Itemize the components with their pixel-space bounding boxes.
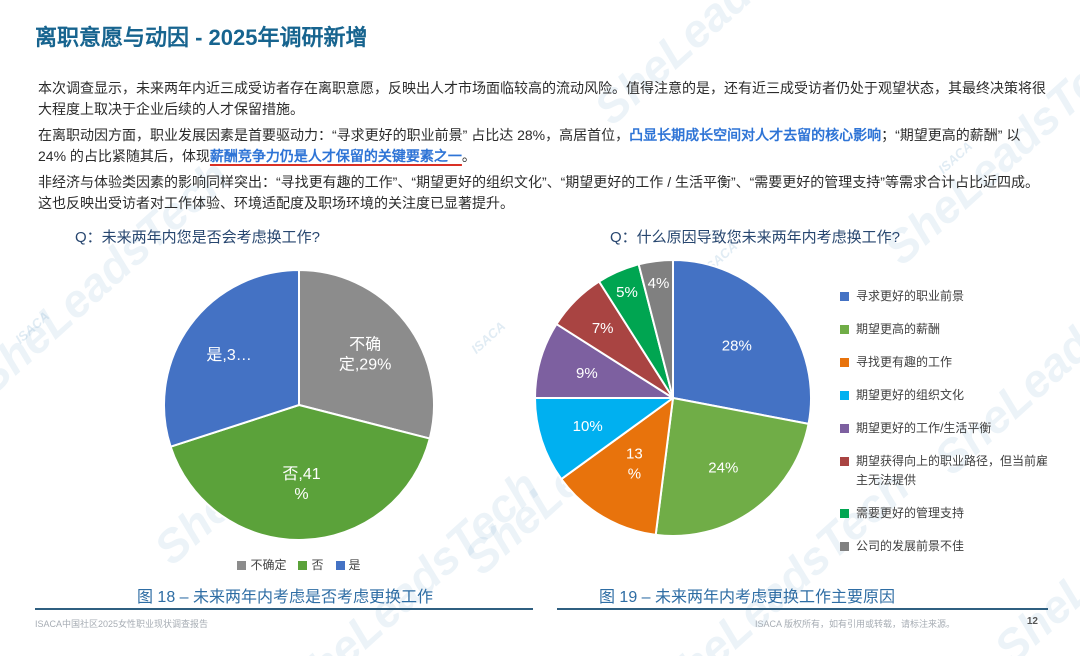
intro-paragraph-3: 非经济与体验类因素的影响同样突出：“寻找更有趣的工作”、“期望更好的组织文化”、… <box>38 172 1046 214</box>
legend-swatch-icon <box>840 457 849 466</box>
legend-swatch-icon <box>840 424 849 433</box>
legend-label: 公司的发展前景不佳 <box>856 539 965 553</box>
legend-label: 是 <box>348 558 361 572</box>
caption-rule-left <box>35 608 533 610</box>
legend-right: 寻求更好的职业前景 期望更高的薪酬 寻找更有趣的工作 期望更好的组织文化期望更好的工作… <box>840 287 1052 570</box>
legend-item: 期望更好的组织文化 <box>840 386 1052 405</box>
pie-data-label: 10% <box>573 418 603 435</box>
intro-text: 本次调查显示，未来两年内近三成受访者存在离职意愿，反映出人才市场面临较高的流动风… <box>38 78 1046 219</box>
pie-slice-期望更好的组织文化 <box>534 397 674 481</box>
intro-paragraph-1-text: 本次调查显示，未来两年内近三成受访者存在离职意愿，反映出人才市场面临较高的流动风… <box>38 80 1046 117</box>
pie-data-label: 不确定,29% <box>339 335 391 373</box>
highlight-salary-competitiveness: 薪酬竞争力仍是人才保留的关键要素之一 <box>209 148 462 164</box>
legend-label: 寻找更有趣的工作 <box>856 355 953 369</box>
page-title: 离职意愿与动因 - 2025年调研新增 <box>35 25 368 50</box>
legend-swatch-icon <box>298 561 308 570</box>
legend-label: 需要更好的管理支持 <box>856 506 965 520</box>
legend-item: 是 <box>335 556 361 573</box>
pie-data-label: 24% <box>708 460 738 477</box>
legend-label: 不确定 <box>250 558 287 572</box>
footer-report-name: ISACA中国社区2025女性职业现状调查报告 <box>35 619 209 629</box>
legend-item: 期望更高的薪酬 <box>840 320 1052 339</box>
highlight-career-growth: 凸显长期成长空间对人才去留的核心影响 <box>629 127 882 143</box>
legend-item: 期望更好的工作/生活平衡 <box>840 419 1052 438</box>
page-number: 12 <box>1026 616 1038 627</box>
legend-label: 期望更高的薪酬 <box>856 322 941 336</box>
pie-data-label: 5% <box>616 284 638 301</box>
pie-data-label: 7% <box>592 320 614 337</box>
intro-paragraph-3-text: 非经济与体验类因素的影响同样突出：“寻找更有趣的工作”、“期望更好的组织文化”、… <box>38 174 1039 211</box>
legend-item: 寻求更好的职业前景 <box>840 287 1052 306</box>
watermark-isaca-text: ISACA <box>12 308 53 347</box>
pie-chart-right: 28% 24% 13 % 10% 9% 7% 5% 4% <box>534 259 812 537</box>
pie-data-label: 是,3… <box>206 347 251 364</box>
pie-slice-否 <box>169 404 431 541</box>
caption-figure-18: 图 18 – 未来两年内考虑是否考虑更换工作 <box>136 589 434 606</box>
legend-item: 不确定 <box>237 556 286 573</box>
legend-label: 期望更好的组织文化 <box>856 388 965 402</box>
caption-figure-19: 图 19 – 未来两年内考虑更换工作主要原因 <box>598 589 896 606</box>
pie-slice-寻找更有趣的工作 <box>560 397 674 536</box>
legend-label: 期望更好的工作/生活平衡 <box>856 421 992 435</box>
legend-swatch-icon <box>840 542 849 551</box>
legend-item: 期望获得向上的职业路径，但当前雇主无法提供 <box>840 452 1052 490</box>
intro-paragraph-2-text-c: 。 <box>461 148 476 164</box>
legend-item: 否 <box>298 556 324 573</box>
question-right: Q：什么原因导致您未来两年内考虑换工作? <box>610 229 901 246</box>
pie-slice-期望更高的薪酬 <box>654 397 810 537</box>
pie-slice-不确定 <box>298 269 435 440</box>
legend-label: 寻求更好的职业前景 <box>856 289 965 303</box>
legend-label: 否 <box>311 558 324 572</box>
legend-swatch-icon <box>840 325 849 334</box>
footer-copyright: ISACA 版权所有，如有引用或转载，请标注来源。 <box>755 619 956 629</box>
legend-swatch-icon <box>840 509 849 518</box>
intro-paragraph-1: 本次调查显示，未来两年内近三成受访者存在离职意愿，反映出人才市场面临较高的流动风… <box>38 78 1046 120</box>
pie-slice-公司的发展前景不佳 <box>637 259 674 399</box>
pie-slice-是 <box>163 269 300 448</box>
intro-paragraph-2-text: 在离职动因方面，职业发展因素是首要驱动力：“寻求更好的职业前景” 占比达 28%… <box>38 127 630 143</box>
legend-item: 寻找更有趣的工作 <box>840 353 1052 372</box>
watermark-isaca-text: ISACA <box>468 318 509 357</box>
pie-data-label: 否,41% <box>282 466 320 503</box>
question-left: Q：未来两年内您是否会考虑换工作? <box>75 229 321 246</box>
pie-data-label: 28% <box>722 338 752 355</box>
legend-item: 需要更好的管理支持 <box>840 504 1052 523</box>
legend-swatch-icon <box>237 561 247 570</box>
pie-data-label: 4% <box>648 275 670 292</box>
legend-swatch-icon <box>840 391 849 400</box>
intro-paragraph-2: 在离职动因方面，职业发展因素是首要驱动力：“寻求更好的职业前景” 占比达 28%… <box>38 125 1046 167</box>
legend-swatch-icon <box>840 358 849 367</box>
pie-chart-left: 不确定,29% 否,41 % 是,3… <box>163 269 435 541</box>
legend-swatch-icon <box>335 561 345 570</box>
legend-left: 不确定 否 是 <box>159 556 439 573</box>
pie-data-label: 9% <box>576 365 598 382</box>
intro-paragraph-2-text-b: ；“期望更高的薪酬” 以 24% 的占比紧随其后，体现 <box>38 127 1021 164</box>
legend-label: 期望获得向上的职业路径，但当前雇主无法提供 <box>856 454 1049 487</box>
legend-swatch-icon <box>840 292 849 301</box>
caption-rule-right <box>557 608 1048 610</box>
legend-item: 公司的发展前景不佳 <box>840 537 1052 556</box>
pie-data-label: 13% <box>626 446 643 483</box>
pie-slice-寻求更好的职业前景 <box>672 259 812 425</box>
